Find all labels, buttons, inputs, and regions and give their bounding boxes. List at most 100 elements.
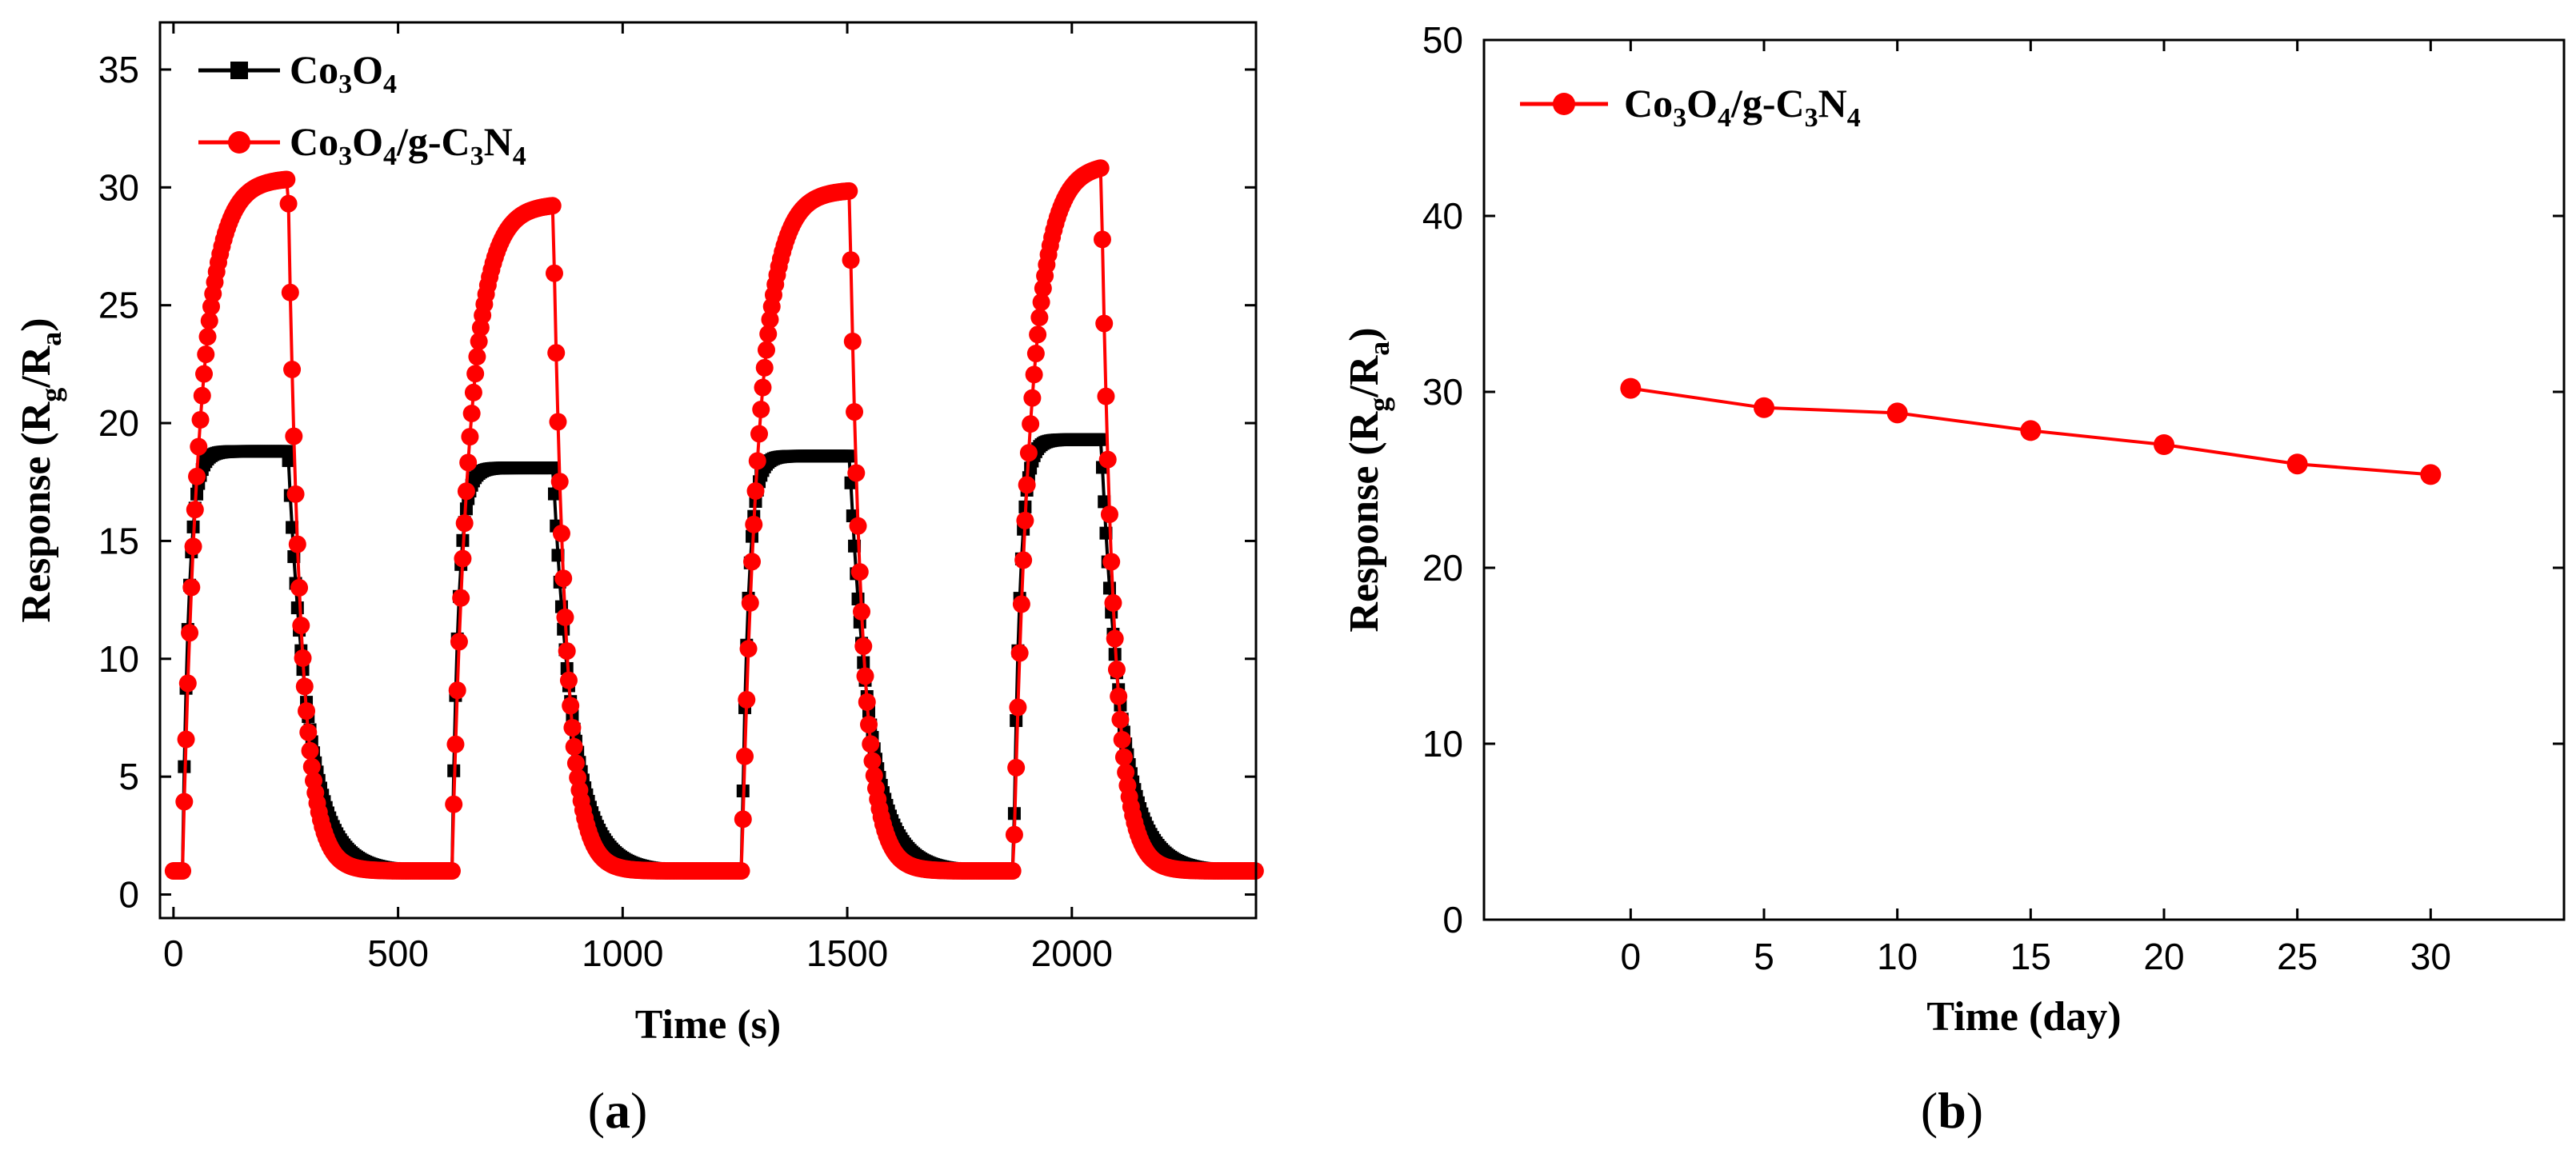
panel-a-point-co3o4-gc3n4 xyxy=(174,862,192,880)
panel-b-point xyxy=(2286,453,2308,475)
panel-a-point-co3o4-gc3n4 xyxy=(563,718,582,737)
panel-a-point-co3o4-gc3n4 xyxy=(1018,476,1036,494)
panel-a-point-co3o4-gc3n4 xyxy=(1022,415,1040,433)
panel-b-ticks: 0 5 10 15 20 25 30 0 10 20 30 40 50 xyxy=(1422,19,2564,977)
panel-a-point-co3o4-gc3n4 xyxy=(288,535,306,553)
panel-a-point-co3o4-gc3n4 xyxy=(1106,629,1124,648)
panel-a-markers-co3o4-gc3n4 xyxy=(164,159,1264,880)
panel-a-point-co3o4-gc3n4 xyxy=(292,617,310,635)
panel-a: 0 500 1000 1500 2000 0 5 10 15 20 25 30 35 Co3O4 Co3… xyxy=(14,21,1264,1139)
panel-a-point-co3o4-gc3n4 xyxy=(1113,730,1131,749)
panel-a-point-co3o4 xyxy=(1094,433,1107,446)
panel-b-plot-frame xyxy=(1482,38,2566,921)
legend-marker-co3o4 xyxy=(230,62,248,79)
panel-a-point-co3o4-gc3n4 xyxy=(754,378,772,397)
panel-b-x-tick-label: 10 xyxy=(1877,936,1918,977)
panel-b-legend: Co3O4/g-C3N4 xyxy=(1520,81,1861,133)
panel-a-x-tick-label: 500 xyxy=(367,932,429,974)
panel-b-point xyxy=(2420,464,2442,485)
panel-a-point-co3o4-gc3n4 xyxy=(285,427,303,445)
panel-a-point-co3o4-gc3n4 xyxy=(755,358,774,377)
legend-label-co3o4-gc3n4: Co3O4/g-C3N4 xyxy=(290,119,526,171)
panel-b-x-tick-label: 0 xyxy=(1621,936,1642,977)
panel-a-point-co3o4-gc3n4 xyxy=(294,649,312,667)
panel-a-point-co3o4 xyxy=(842,449,856,463)
panel-a-y-tick-label: 15 xyxy=(98,520,139,561)
panel-a-point-co3o4-gc3n4 xyxy=(459,453,478,472)
panel-b-x-tick-label: 20 xyxy=(2143,936,2184,977)
panel-a-point-co3o4-gc3n4 xyxy=(549,413,567,431)
panel-a-point-co3o4-gc3n4 xyxy=(302,757,321,776)
panel-a-point-co3o4-gc3n4 xyxy=(734,810,752,829)
panel-a-point-co3o4-gc3n4 xyxy=(750,425,769,443)
panel-b-y-tick-label: 20 xyxy=(1422,547,1463,589)
panel-a-y-tick-label: 30 xyxy=(98,166,139,208)
panel-a-point-co3o4-gc3n4 xyxy=(743,553,762,571)
panel-a-point-co3o4-gc3n4 xyxy=(281,283,299,301)
legend-marker-co3o4-gc3n4 xyxy=(228,131,250,154)
panel-b-point xyxy=(1886,402,1908,424)
panel-a-point-co3o4-gc3n4 xyxy=(461,428,479,446)
panel-a-y-tick-label: 0 xyxy=(118,874,139,916)
panel-a-point-co3o4-gc3n4 xyxy=(1026,345,1045,363)
panel-b: 0 5 10 15 20 25 30 0 10 20 30 40 50 Co3O4/g-C3N4 Tim… xyxy=(1342,19,2566,1139)
panel-a-point-co3o4-gc3n4 xyxy=(200,312,218,330)
panel-a-label: (a) xyxy=(588,1082,648,1139)
panel-a-point-co3o4-gc3n4 xyxy=(186,501,204,519)
panel-b-x-tick-label: 15 xyxy=(2010,936,2051,977)
panel-a-point-co3o4-gc3n4 xyxy=(181,624,199,642)
panel-a-point-co3o4-gc3n4 xyxy=(732,862,750,880)
panel-b-point xyxy=(1620,377,1642,399)
panel-a-point-co3o4-gc3n4 xyxy=(457,482,475,501)
panel-a-point-co3o4-gc3n4 xyxy=(279,194,298,213)
panel-a-point-co3o4-gc3n4 xyxy=(1019,444,1038,462)
panel-b-x-axis-title: Time (day) xyxy=(1926,994,2121,1040)
panel-a-point-co3o4-gc3n4 xyxy=(566,754,585,773)
panel-a-point-co3o4-gc3n4 xyxy=(1014,551,1033,569)
panel-a-y-tick-label: 20 xyxy=(98,402,139,444)
panel-a-point-co3o4-gc3n4 xyxy=(1093,230,1111,249)
panel-a-point-co3o4 xyxy=(1098,495,1111,509)
panel-a-point-co3o4 xyxy=(282,453,295,467)
panel-a-point-co3o4-gc3n4 xyxy=(1009,698,1027,717)
panel-a-point-co3o4-gc3n4 xyxy=(761,310,779,329)
panel-a-point-co3o4-gc3n4 xyxy=(1030,309,1049,327)
panel-a-point-co3o4-gc3n4 xyxy=(1110,687,1128,705)
panel-a-x-tick-label: 0 xyxy=(163,932,184,974)
panel-a-point-co3o4-gc3n4 xyxy=(190,437,208,456)
panel-a-point-co3o4-gc3n4 xyxy=(846,403,864,421)
panel-a-point-co3o4-gc3n4 xyxy=(1117,763,1135,781)
panel-a-point-co3o4-gc3n4 xyxy=(1012,595,1030,613)
panel-a-point-co3o4-gc3n4 xyxy=(452,589,470,607)
panel-b-point xyxy=(1754,397,1774,418)
panel-b-label: (b) xyxy=(1921,1082,1983,1139)
panel-a-point-co3o4-gc3n4 xyxy=(1010,644,1029,662)
panel-a-point-co3o4-gc3n4 xyxy=(1025,365,1043,384)
panel-a-point-co3o4-gc3n4 xyxy=(195,365,214,383)
panel-a-point-co3o4-gc3n4 xyxy=(739,640,758,658)
panel-a-point-co3o4-gc3n4 xyxy=(849,517,867,535)
panel-a-y-tick-label: 10 xyxy=(98,638,139,680)
panel-a-point-co3o4-gc3n4 xyxy=(299,723,318,741)
panel-a-point-co3o4-gc3n4 xyxy=(1091,159,1110,178)
panel-a-point-co3o4-gc3n4 xyxy=(556,608,574,626)
panel-a-point-co3o4-gc3n4 xyxy=(1095,314,1114,333)
panel-a-point-co3o4-gc3n4 xyxy=(559,671,578,689)
panel-a-x-axis-title: Time (s) xyxy=(635,1002,781,1048)
panel-a-point-co3o4-gc3n4 xyxy=(1005,825,1023,844)
panel-b-point xyxy=(2020,420,2042,441)
panel-a-ticks: 0 500 1000 1500 2000 0 5 10 15 20 25 30 35 xyxy=(98,22,1256,974)
panel-a-point-co3o4-gc3n4 xyxy=(854,637,873,656)
panel-a-point-co3o4-gc3n4 xyxy=(847,464,866,482)
panel-b-x-tick-label: 5 xyxy=(1754,936,1774,977)
panel-a-legend: Co3O4 Co3O4/g-C3N4 xyxy=(198,47,526,171)
panel-a-y-tick-label: 5 xyxy=(118,756,139,797)
panel-a-point-co3o4-gc3n4 xyxy=(202,297,221,316)
panel-a-point-co3o4-gc3n4 xyxy=(547,344,566,362)
panel-a-point-co3o4-gc3n4 xyxy=(301,741,319,760)
panel-a-point-co3o4-gc3n4 xyxy=(741,593,759,612)
panel-a-point-co3o4-gc3n4 xyxy=(448,681,466,700)
panel-a-point-co3o4-gc3n4 xyxy=(283,361,302,379)
panel-a-point-co3o4-gc3n4 xyxy=(295,677,314,696)
